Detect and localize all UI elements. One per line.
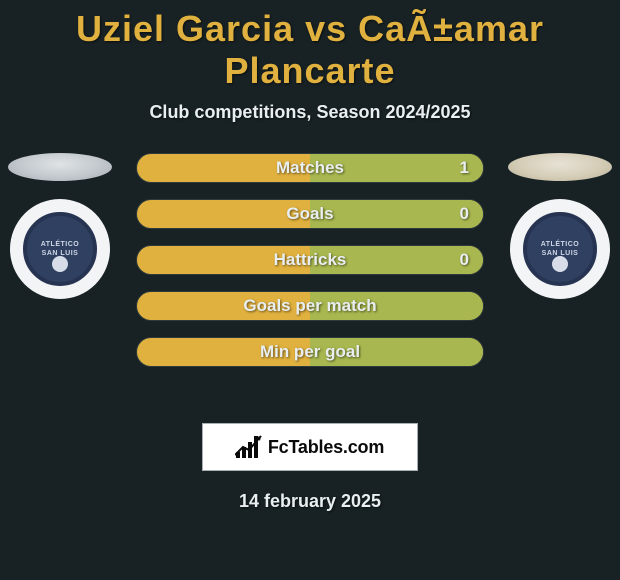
player-right-avatar (508, 153, 612, 181)
stat-right-value: 1 (460, 158, 469, 178)
club-ball-icon (52, 256, 68, 272)
player-right-club-badge: ATLÉTICO SAN LUIS (510, 199, 610, 299)
club-badge-inner: ATLÉTICO SAN LUIS (523, 212, 597, 286)
comparison-area: ATLÉTICO SAN LUIS ATLÉTICO SAN LUIS Matc… (0, 153, 620, 403)
stat-bar-column: Matches 1 Goals 0 Hattricks 0 Goals per … (136, 153, 484, 383)
stat-label: Min per goal (260, 342, 360, 362)
stat-label: Matches (276, 158, 344, 178)
stat-bar: Matches 1 (136, 153, 484, 183)
player-left-club-badge: ATLÉTICO SAN LUIS (10, 199, 110, 299)
brand-label: FcTables.com (268, 437, 384, 458)
stat-bar: Hattricks 0 (136, 245, 484, 275)
stat-bar: Goals per match (136, 291, 484, 321)
brand-badge[interactable]: FcTables.com (202, 423, 418, 471)
stat-bar: Min per goal (136, 337, 484, 367)
club-top: ATLÉTICO (541, 241, 579, 248)
brand-chart-icon (236, 436, 262, 458)
stat-label: Goals (286, 204, 333, 224)
stat-label: Goals per match (243, 296, 376, 316)
page-subtitle: Club competitions, Season 2024/2025 (0, 102, 620, 123)
stat-bar-split (310, 200, 483, 228)
club-top: ATLÉTICO (41, 241, 79, 248)
stat-bar: Goals 0 (136, 199, 484, 229)
club-badge-inner: ATLÉTICO SAN LUIS (23, 212, 97, 286)
player-right: ATLÉTICO SAN LUIS (504, 153, 616, 299)
stat-right-value: 0 (460, 250, 469, 270)
player-left-avatar (8, 153, 112, 181)
club-ball-icon (552, 256, 568, 272)
page-date: 14 february 2025 (0, 491, 620, 512)
stat-label: Hattricks (274, 250, 347, 270)
stat-right-value: 0 (460, 204, 469, 224)
player-left: ATLÉTICO SAN LUIS (4, 153, 116, 299)
page-title: Uziel Garcia vs CaÃ±amar Plancarte (0, 0, 620, 92)
